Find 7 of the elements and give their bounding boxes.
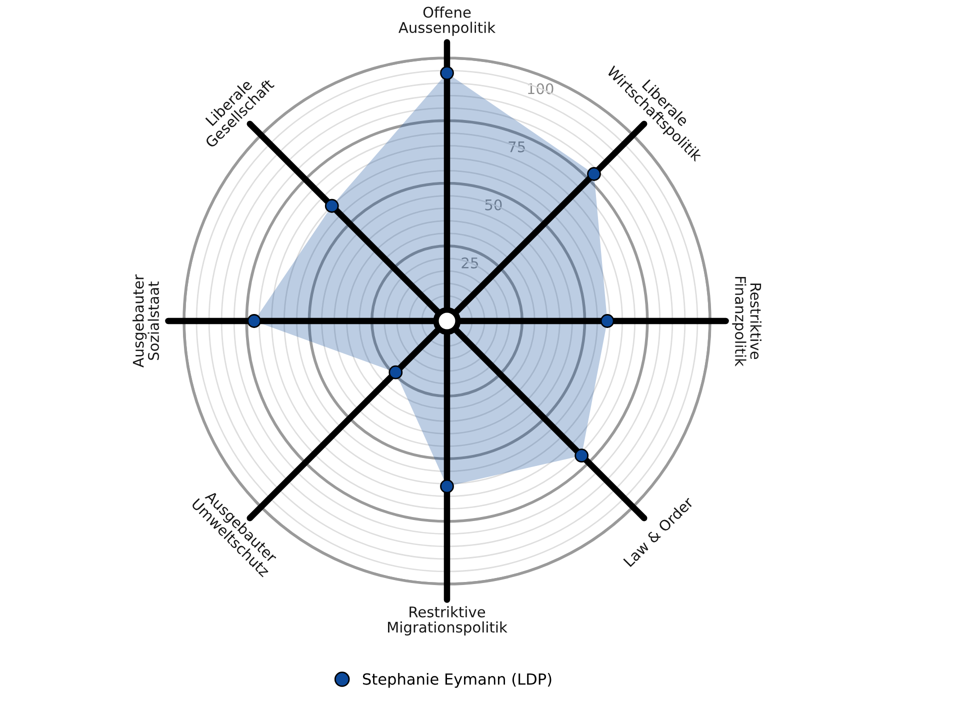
spoke-label: Ausgebauter Sozialstaat bbox=[132, 274, 160, 368]
spoke-label: Restriktive Finanzpolitik bbox=[732, 276, 762, 366]
legend-label: Stephanie Eymann (LDP) bbox=[362, 673, 552, 688]
y-tick-label: 75 bbox=[508, 141, 525, 152]
spoke-label: Offene Aussenpolitik bbox=[398, 6, 496, 36]
y-tick-label: 25 bbox=[462, 257, 478, 268]
spoke-label: Restriktive Migrationspolitik bbox=[388, 606, 508, 636]
